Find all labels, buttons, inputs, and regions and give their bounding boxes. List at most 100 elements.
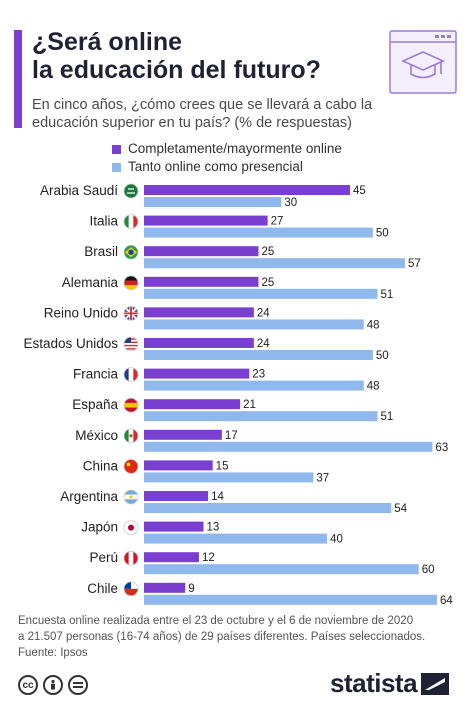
bar-series1	[144, 582, 186, 593]
legend-label-series1: Completamente/mayormente online	[128, 141, 342, 156]
footer-note-line-2: a 21.507 personas (16-74 años) de 29 paí…	[18, 631, 426, 643]
bar-series2	[144, 411, 378, 422]
legend-item-series1: Completamente/mayormente online	[112, 140, 342, 158]
bar-series2	[144, 441, 433, 452]
bar-series2	[144, 197, 282, 207]
bar-series1	[144, 185, 351, 195]
flag-border	[123, 520, 139, 536]
data-label-series2: 48	[367, 319, 380, 331]
bar-series1	[144, 338, 254, 348]
data-label-series2: 50	[376, 350, 389, 362]
flag-border	[123, 214, 139, 229]
flag-icon	[124, 245, 138, 260]
bar-series2	[144, 350, 373, 360]
title-line-2: la educación del futuro?	[32, 56, 321, 84]
bar-series2	[144, 319, 364, 330]
category-label: Estados Unidos	[23, 336, 118, 351]
bar-series2	[144, 472, 314, 483]
data-label-series1: 25	[261, 246, 274, 258]
data-label-series1: 17	[225, 430, 238, 442]
data-label-series2: 64	[440, 595, 453, 606]
data-label-series2: 51	[380, 289, 393, 301]
data-label-series2: 50	[376, 228, 389, 240]
legend-label-series2: Tanto online como presencial	[128, 159, 303, 174]
data-label-series2: 57	[408, 258, 421, 270]
flag-icon	[124, 184, 138, 198]
flag-icon	[124, 459, 138, 474]
data-label-series1: 13	[207, 522, 220, 534]
bar-series2	[144, 380, 364, 391]
attribution-icon	[43, 675, 63, 695]
flag-border	[123, 550, 139, 566]
data-label-series1: 15	[216, 460, 229, 472]
data-label-series1: 45	[353, 185, 366, 197]
data-label-series2: 63	[435, 442, 448, 454]
bar-series1	[144, 307, 254, 318]
bar-series1	[144, 368, 250, 379]
category-label: México	[75, 428, 118, 443]
flag-border	[123, 183, 139, 199]
footer-note: Encuesta online realizada entre el 23 de…	[18, 613, 425, 661]
flag-icon	[124, 520, 138, 535]
category-label: Chile	[87, 581, 118, 596]
legend-swatch-series2	[112, 162, 121, 172]
data-label-series1: 25	[261, 277, 274, 289]
page-title: ¿Será online la educación del futuro?	[32, 28, 321, 84]
bar-series2	[144, 288, 378, 299]
data-label-series1: 14	[211, 491, 224, 503]
bar-chart: Arabia Saudí 45 30 Italia 27 50 Brasil 25 57 Alem…	[23, 183, 453, 606]
bar-series1	[144, 460, 213, 471]
bar-series2	[144, 258, 405, 269]
bar-series1	[144, 246, 259, 257]
flag-border	[123, 458, 139, 474]
flag-border	[123, 336, 139, 352]
title-accent-bar	[14, 30, 22, 128]
category-label: Argentina	[60, 489, 118, 504]
brand-name: statista	[330, 668, 418, 698]
footer-note-line-1: Encuesta online realizada entre el 23 de…	[18, 615, 414, 627]
category-label: Perú	[89, 550, 118, 565]
license-icons: cc	[18, 675, 88, 695]
bar-series1	[144, 399, 241, 410]
flag-icon	[124, 214, 138, 229]
bar-series1	[144, 521, 204, 532]
brand-logo: statista	[330, 668, 450, 699]
data-label-series2: 54	[394, 503, 407, 515]
bar-series2	[144, 594, 437, 605]
bar-series2	[144, 503, 392, 513]
flag-border	[123, 397, 139, 413]
data-label-series2: 60	[422, 564, 435, 576]
flag-icon	[124, 398, 138, 413]
flag-icon	[124, 581, 138, 596]
category-label: Alemania	[62, 275, 119, 290]
data-label-series1: 27	[271, 216, 284, 228]
flag-icon	[124, 490, 138, 504]
flag-border	[123, 367, 139, 383]
flag-icon	[124, 428, 138, 443]
category-label: Arabia Saudí	[40, 183, 118, 198]
flag-border	[123, 489, 139, 505]
graduation-cap-icon	[389, 30, 457, 94]
data-label-series2: 51	[380, 411, 393, 423]
flag-border	[123, 305, 139, 321]
bar-series2	[144, 564, 419, 575]
legend-swatch-series1	[112, 144, 121, 154]
data-label-series1: 12	[202, 552, 215, 564]
flag-border	[123, 581, 139, 597]
data-label-series1: 24	[257, 307, 270, 319]
bar-series2	[144, 533, 328, 544]
category-label: Brasil	[84, 244, 118, 259]
flag-icon	[124, 367, 138, 382]
bar-series1	[144, 552, 199, 563]
category-label: España	[72, 397, 118, 412]
flag-border	[123, 244, 139, 260]
title-line-1: ¿Será online	[32, 28, 183, 56]
flag-icon	[124, 275, 138, 290]
no-derivatives-icon	[68, 675, 88, 695]
data-label-series2: 40	[330, 534, 343, 546]
category-label: Italia	[89, 214, 118, 229]
data-label-series2: 30	[284, 197, 297, 209]
data-label-series2: 48	[367, 381, 380, 393]
data-label-series1: 23	[252, 369, 265, 381]
category-label: Reino Unido	[44, 305, 118, 320]
